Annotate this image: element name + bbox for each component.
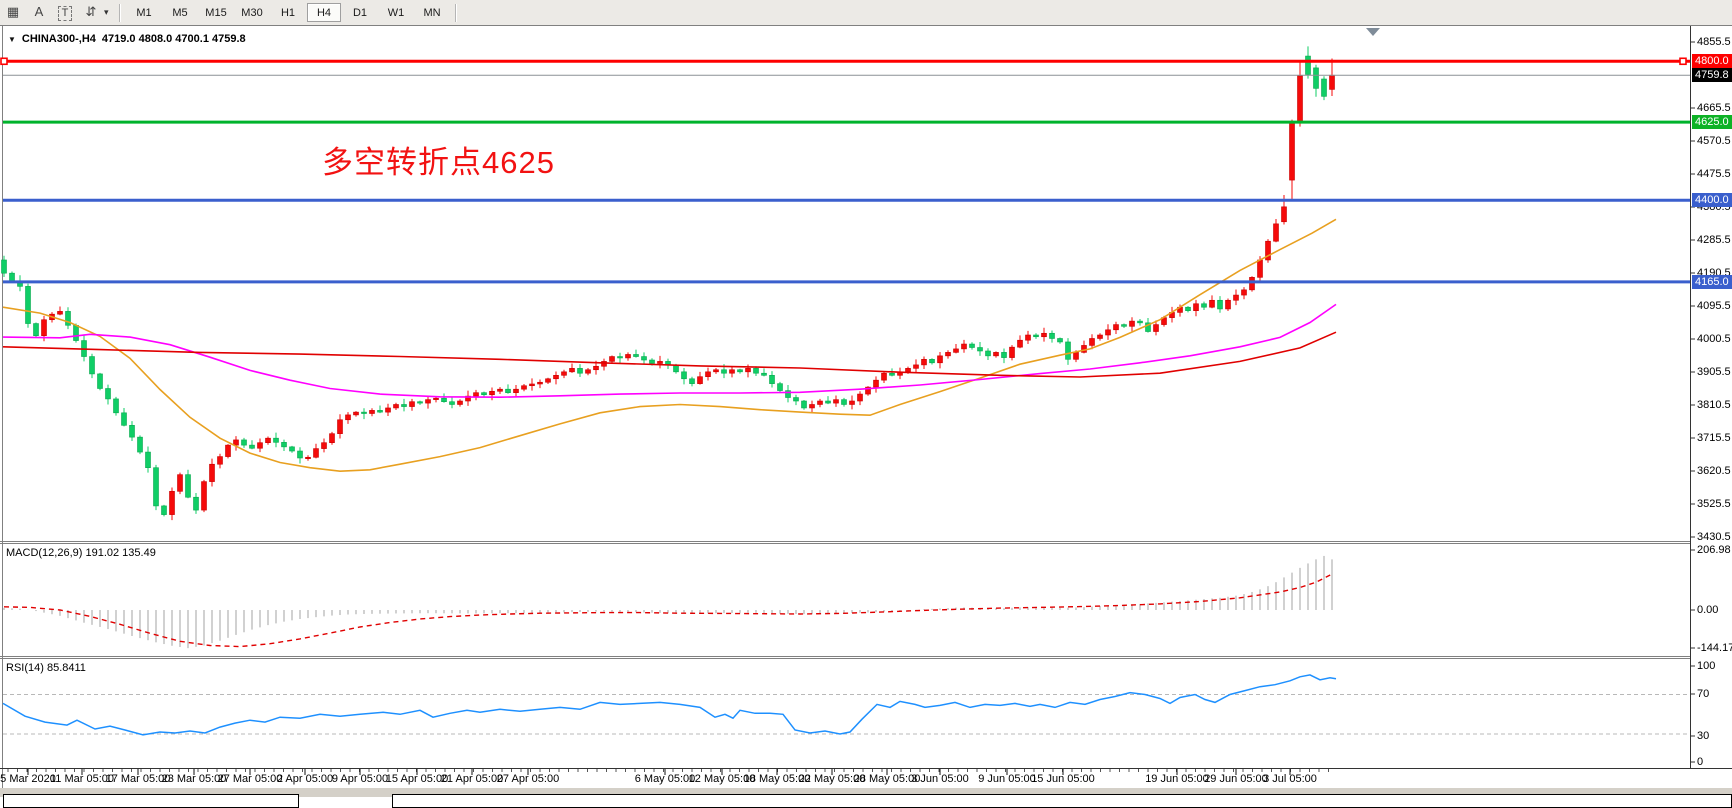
ohlc-values: 4719.0 4808.0 4700.1 4759.8 — [101, 33, 246, 45]
candles — [1, 46, 1335, 521]
ma-red — [2, 331, 1337, 378]
date-label: 27 Mar 05:00 — [217, 773, 283, 785]
price-tick-label: 3715.5 — [1697, 432, 1731, 444]
date-label: 2 Apr 05:00 — [276, 773, 334, 785]
annotation-text[interactable]: 多空转折点4625 — [322, 145, 555, 180]
rsi-scale-label: 30 — [1697, 730, 1710, 742]
price-tick-label: 4095.5 — [1697, 300, 1731, 312]
timeframe-m15-button[interactable]: M15 — [205, 7, 227, 19]
window-stub[interactable] — [3, 794, 299, 808]
symbol-period-label: CHINA300-,H4 — [21, 33, 96, 45]
price-tick-label: 3430.5 — [1697, 531, 1731, 543]
toolbar-separator — [119, 3, 121, 22]
macd-scale-label: 0.00 — [1697, 604, 1719, 616]
timeframe-m1-button[interactable]: M1 — [136, 7, 152, 19]
chart-window: ▼ CHINA300-,H4 4719.0 4808.0 4700.1 4759… — [0, 25, 1732, 797]
price-badge-4625.0: 4625.0 — [1692, 115, 1732, 130]
timeframe-w1-button[interactable]: W1 — [387, 7, 405, 19]
date-label: 28 May 05:00 — [853, 773, 921, 785]
date-label: 11 Mar 05:00 — [49, 773, 115, 785]
macd-label: MACD(12,26,9) 191.02 135.49 — [6, 547, 156, 559]
pattern-grid-icon-glyph: ▦ — [6, 4, 20, 19]
date-label: 3 Jul 05:00 — [1263, 773, 1317, 785]
ma-magenta — [2, 303, 1337, 399]
price-badge-4165.0: 4165.0 — [1692, 274, 1732, 289]
price-tick-label: 3905.5 — [1697, 366, 1731, 378]
text-a-icon[interactable]: A — [27, 2, 51, 22]
date-label: 9 Apr 05:00 — [331, 773, 389, 785]
rsi-scale-label: 70 — [1697, 688, 1710, 700]
macd-scale-label: -144.17 — [1697, 642, 1732, 654]
date-label: 18 May 05:00 — [743, 773, 811, 785]
arrange-objects-icon-glyph: ⇵ — [85, 4, 97, 19]
timeframe-buttons: M1 M5 M15 M30 H1 H4 D1 W1 MN — [126, 3, 450, 22]
price-tick-label: 4570.5 — [1697, 135, 1731, 147]
toolbar: ▦ A T ⇵ ▾ M1 M5 M15 M30 H1 H4 D1 W1 MN — [0, 0, 1732, 26]
price-tick-label: 3525.5 — [1697, 498, 1731, 510]
price-tick-label: 3810.5 — [1697, 399, 1731, 411]
window-stub[interactable] — [392, 794, 1732, 808]
date-label: 21 Apr 05:00 — [440, 773, 504, 785]
date-label: 12 May 05:00 — [688, 773, 756, 785]
macd-histogram — [3, 555, 1333, 649]
axis-ticks — [7, 41, 1695, 775]
price-tick-label: 4000.5 — [1697, 333, 1731, 345]
date-label: 27 Apr 05:00 — [496, 773, 560, 785]
object-toolbar-icons: ▦ A T ⇵ — [0, 2, 104, 24]
date-label: 22 May 05:00 — [798, 773, 866, 785]
timeframe-h1-button[interactable]: H1 — [280, 7, 296, 19]
date-label: 29 Jun 05:00 — [1204, 773, 1268, 785]
text-a-icon-glyph: A — [34, 4, 44, 19]
timeframe-d1-button[interactable]: D1 — [352, 7, 368, 19]
line-handle[interactable] — [1679, 57, 1687, 66]
date-label: 3 Jun 05:00 — [911, 773, 969, 785]
macd-signal-line — [3, 573, 1333, 648]
textbox-t-icon-glyph: T — [57, 6, 73, 21]
price-badge-4400.0: 4400.0 — [1692, 193, 1732, 208]
rsi-line — [2, 674, 1337, 736]
timeframe-mn-button[interactable]: MN — [423, 7, 441, 19]
date-label: 9 Jun 05:00 — [978, 773, 1036, 785]
arrange-objects-icon[interactable]: ⇵ — [79, 2, 103, 22]
price-tick-label: 4855.5 — [1697, 36, 1731, 48]
timeframe-h4-button[interactable]: H4 — [307, 3, 341, 22]
macd-scale-label: 206.98 — [1697, 544, 1731, 556]
bottom-windows-strip — [0, 788, 1732, 808]
rsi-scale-label: 100 — [1697, 660, 1716, 672]
toolbar-separator — [455, 3, 457, 22]
price-tick-label: 4285.5 — [1697, 234, 1731, 246]
date-label: 23 Mar 05:00 — [161, 773, 227, 785]
textbox-t-icon[interactable]: T — [53, 4, 77, 24]
chart-plot[interactable] — [0, 25, 1732, 797]
timeframe-m5-button[interactable]: M5 — [172, 7, 188, 19]
price-badge-4759.8: 4759.8 — [1692, 68, 1732, 83]
chevron-down-icon[interactable]: ▾ — [104, 7, 109, 17]
date-label: 15 Apr 05:00 — [385, 773, 449, 785]
line-handle[interactable] — [0, 57, 8, 66]
pattern-grid-icon[interactable]: ▦ — [1, 2, 25, 22]
chevron-down-icon[interactable]: ▼ — [8, 34, 16, 44]
timeframe-m30-button[interactable]: M30 — [241, 7, 263, 19]
chart-title: ▼ CHINA300-,H4 4719.0 4808.0 4700.1 4759… — [8, 33, 246, 45]
chart-shift-marker[interactable] — [1366, 28, 1380, 36]
ma-orange — [2, 218, 1337, 473]
rsi-scale-label: 0 — [1697, 756, 1704, 768]
price-badge-4800.0: 4800.0 — [1692, 54, 1732, 69]
date-label: 17 Mar 05:00 — [105, 773, 171, 785]
date-label: 5 Mar 2020 — [0, 773, 56, 785]
date-label: 15 Jun 05:00 — [1031, 773, 1095, 785]
date-label: 6 May 05:00 — [634, 773, 696, 785]
price-tick-label: 4475.5 — [1697, 168, 1731, 180]
rsi-label: RSI(14) 85.8411 — [6, 662, 86, 674]
date-label: 19 Jun 05:00 — [1145, 773, 1209, 785]
price-tick-label: 4665.5 — [1697, 102, 1731, 114]
price-tick-label: 3620.5 — [1697, 465, 1731, 477]
